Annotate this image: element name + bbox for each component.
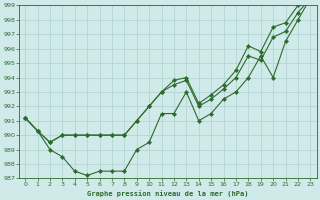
X-axis label: Graphe pression niveau de la mer (hPa): Graphe pression niveau de la mer (hPa)	[87, 190, 249, 197]
